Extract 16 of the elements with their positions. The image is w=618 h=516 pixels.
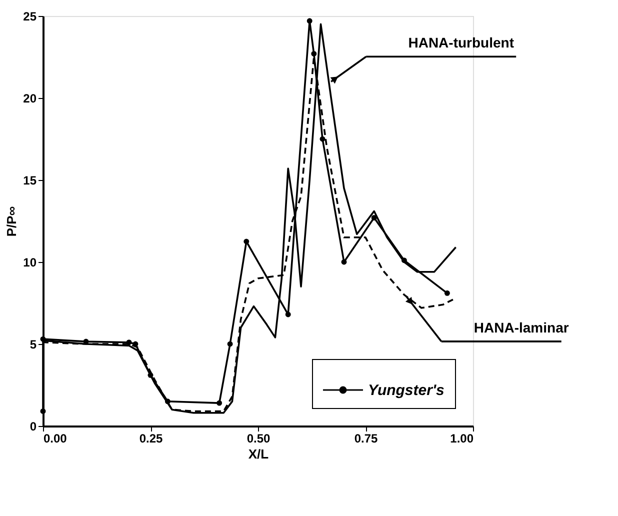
y-tick-label: 10	[23, 256, 37, 270]
annotation: HANA-turbulent	[408, 34, 514, 51]
x-tick-label: 0.75	[354, 432, 378, 446]
legend-label: Yungster's	[368, 382, 444, 399]
x-tick-label: 0.50	[246, 432, 270, 446]
y-axis-title: P/P∞	[4, 206, 20, 237]
text: HANA-laminar	[474, 319, 570, 336]
y-tick-label: 0	[30, 420, 37, 434]
y-tick-label: 15	[23, 174, 37, 188]
y-tick-label: 20	[23, 92, 37, 106]
x-tick-label: 0.00	[44, 432, 68, 446]
x-tick-label: 0.25	[139, 432, 163, 446]
x-tick-label: 1.00	[450, 432, 474, 446]
y-tick-label: 5	[30, 338, 37, 352]
y-tick-label: 25	[23, 10, 37, 24]
x-axis-title: X/L	[248, 446, 269, 462]
